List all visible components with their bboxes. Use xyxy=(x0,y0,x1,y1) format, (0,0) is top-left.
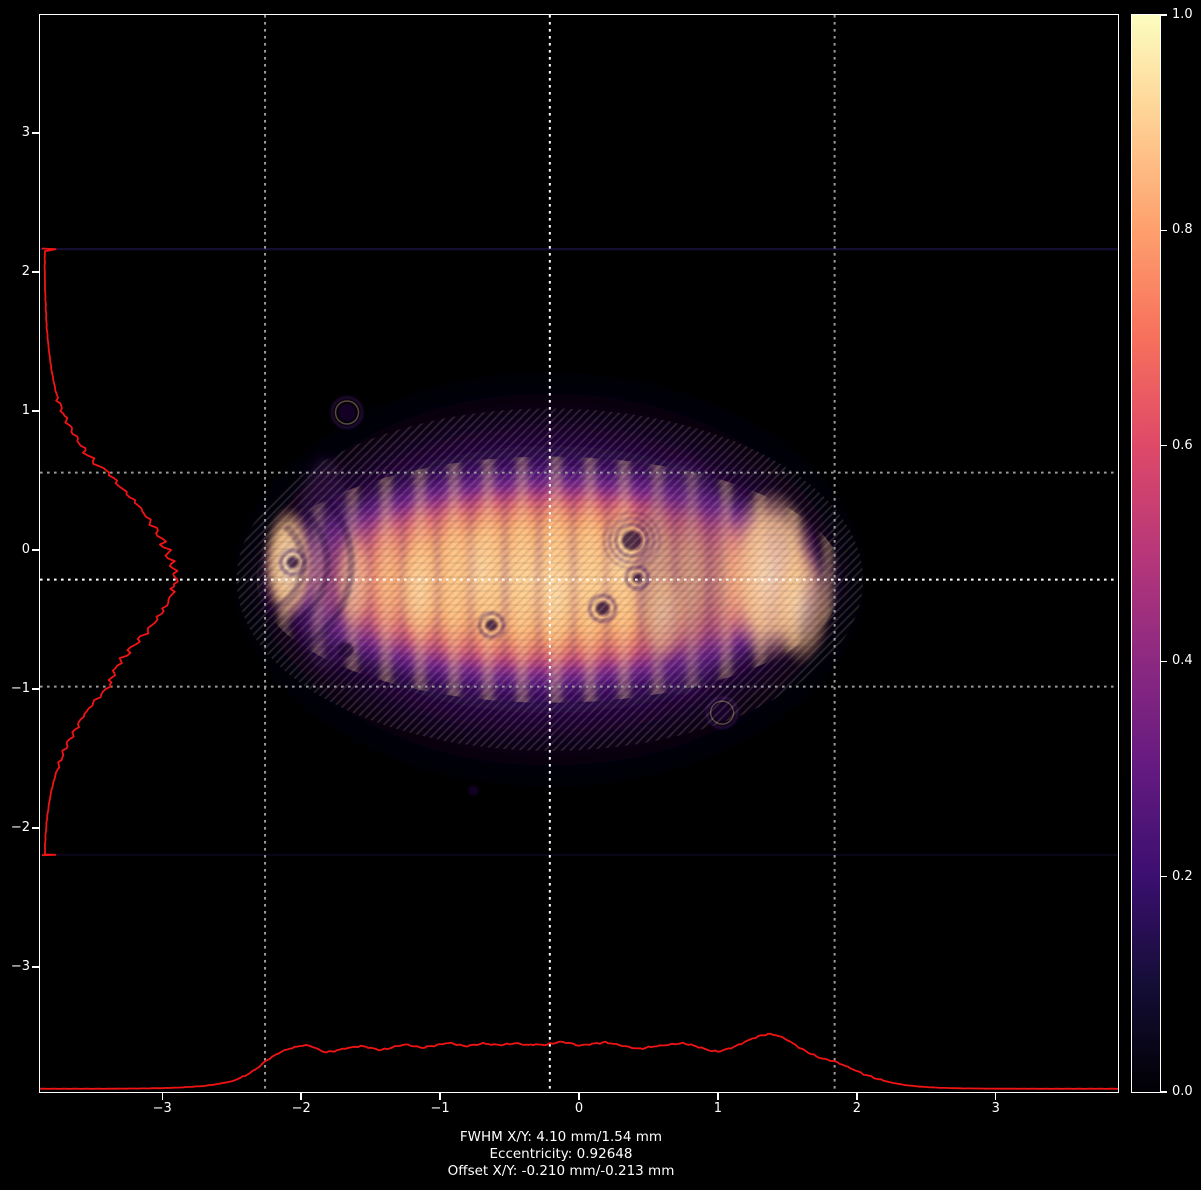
stats-offset: Offset X/Y: -0.210 mm/-0.213 mm xyxy=(447,1163,675,1179)
plot-area xyxy=(39,14,1119,1093)
colorbar-tick-mark xyxy=(1161,445,1167,447)
colorbar-tick-label: 0.2 xyxy=(1172,868,1193,884)
y-tick-label: 0 xyxy=(21,542,30,558)
colorbar-tick-mark xyxy=(1161,1091,1167,1093)
y-tick-mark xyxy=(32,132,39,134)
colorbar-tick-mark xyxy=(1161,660,1167,662)
x-tick-mark xyxy=(995,1093,997,1100)
colorbar-tick-label: 0.4 xyxy=(1172,653,1193,669)
dark-spot xyxy=(468,785,479,796)
roi-top-row xyxy=(40,248,1118,251)
crosshair-guide-lines xyxy=(40,15,1118,1092)
colorbar-tick-mark xyxy=(1161,229,1167,232)
x-tick-label: −2 xyxy=(291,1101,311,1116)
x-tick-label: 3 xyxy=(991,1101,1000,1116)
y-tick-mark xyxy=(32,271,39,273)
colorbar-tick-label: 1.0 xyxy=(1172,7,1193,22)
colorbar-tick-mark xyxy=(1161,14,1167,16)
y-tick-label: −1 xyxy=(10,680,30,696)
beam-stats: FWHM X/Y: 4.10 mm/1.54 mm Eccentricity: … xyxy=(40,1129,1082,1180)
beam-image-canvas xyxy=(40,15,1118,1092)
beam-intensity-image xyxy=(40,248,1118,856)
dark-spot-ring xyxy=(330,395,364,429)
stats-fwhm: FWHM X/Y: 4.10 mm/1.54 mm xyxy=(459,1129,663,1145)
x-tick-mark xyxy=(300,1093,302,1100)
x-tick-label: −1 xyxy=(430,1101,450,1116)
colorbar-tick-label: 0.8 xyxy=(1172,222,1193,238)
x-tick-label: 1 xyxy=(713,1101,723,1116)
y-tick-label: 1 xyxy=(21,403,30,419)
x-tick-mark xyxy=(856,1093,858,1100)
colorbar-tick-label: 0.6 xyxy=(1172,437,1193,453)
y-tick-label: 3 xyxy=(21,125,30,141)
dark-spot-bright-ring xyxy=(334,400,360,425)
profile-y-curve xyxy=(41,247,179,857)
stats-eccentricity: Eccentricity: 0.92648 xyxy=(489,1146,633,1162)
x-tick-label: −3 xyxy=(152,1101,172,1116)
y-tick-label: 2 xyxy=(21,264,30,280)
x-tick-mark xyxy=(578,1093,580,1100)
profile-x-curve xyxy=(40,1032,1118,1090)
y-tick-mark xyxy=(32,966,39,968)
y-tick-mark xyxy=(32,827,39,829)
x-tick-label: 2 xyxy=(852,1101,861,1116)
y-tick-mark xyxy=(32,549,39,551)
x-tick-mark xyxy=(717,1093,719,1100)
cross-section-profiles xyxy=(40,247,1118,1090)
colorbar-tick-mark xyxy=(1161,875,1167,878)
colorbar-tick-label: 0.0 xyxy=(1172,1084,1193,1099)
y-tick-mark xyxy=(32,410,39,412)
dark-spot xyxy=(338,403,357,422)
colorbar xyxy=(1131,14,1161,1093)
roi-bottom-row xyxy=(40,853,1118,856)
x-tick-label: 0 xyxy=(574,1101,584,1116)
y-tick-label: −3 xyxy=(10,958,30,974)
y-tick-mark xyxy=(32,688,39,690)
y-tick-label: −2 xyxy=(10,819,30,835)
x-tick-mark xyxy=(439,1093,441,1100)
x-tick-mark xyxy=(161,1093,163,1100)
roi-boundary-rows xyxy=(40,248,1118,856)
